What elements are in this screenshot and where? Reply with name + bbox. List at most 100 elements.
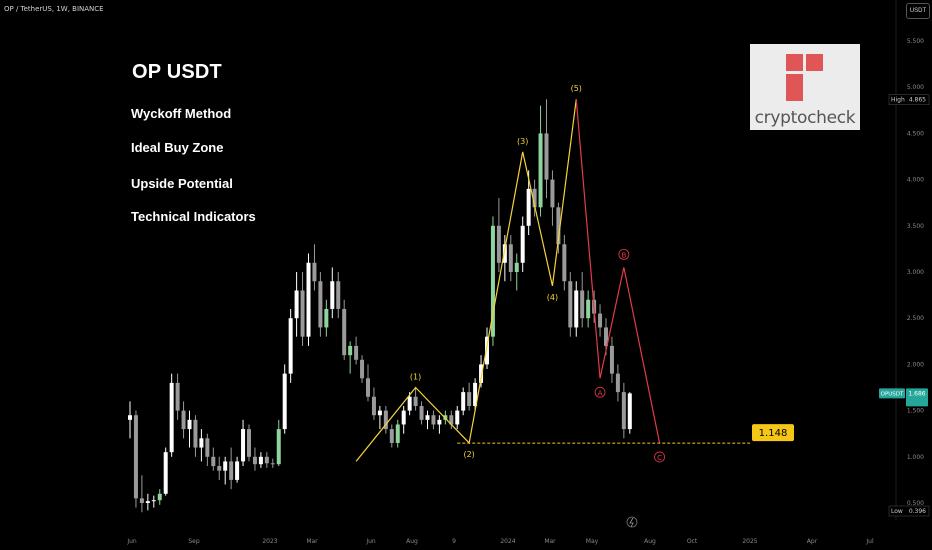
candle-body (139, 498, 144, 503)
candle-body (211, 456, 216, 467)
candle-body (455, 410, 460, 425)
candle-body (366, 378, 370, 397)
candle-body (336, 281, 341, 309)
candle-body (377, 410, 382, 416)
x-tick-label: Sep (188, 538, 200, 545)
candle-body (133, 415, 138, 499)
candle-body (485, 336, 489, 365)
high-tag-bg (888, 94, 930, 105)
candle-body (598, 313, 603, 328)
candle-body (574, 290, 579, 328)
correction-wave-marker (594, 386, 606, 398)
candle-body (354, 345, 359, 360)
candle-body (217, 466, 222, 471)
current-symbol-tag-bg (879, 388, 905, 399)
correction-wave-label: A (598, 389, 603, 397)
candle-body (514, 262, 519, 272)
x-tick-label: Apr (807, 538, 818, 545)
impulse-wave-label: (5) (571, 84, 582, 93)
impulse-wave-label: (4) (547, 293, 558, 302)
currency-tag[interactable]: USDT (906, 3, 930, 19)
support-level-tag-bg (752, 424, 794, 442)
candle-body (264, 456, 269, 464)
candle-body (538, 133, 543, 208)
candle-body (413, 396, 418, 406)
candle-body (151, 500, 156, 502)
correction-wave-label: B (621, 251, 626, 259)
correction-wave-label: C (657, 454, 662, 462)
candle-body (318, 281, 323, 328)
overlay-topic-indicators: Technical Indicators (131, 209, 256, 224)
candle-body (145, 501, 150, 503)
candle-body (532, 188, 537, 208)
candle-body (580, 290, 585, 319)
y-tick-label: 2.500 (907, 315, 924, 322)
candle-body (371, 396, 376, 416)
candle-body (199, 438, 204, 448)
cryptocheck-logo-mark (786, 54, 823, 101)
symbol-line[interactable]: OP / TetherUS, 1W, BINANCE (4, 5, 104, 13)
candle-body (604, 327, 608, 346)
y-tick-label: 2.000 (907, 361, 924, 368)
candle-body (229, 461, 234, 480)
y-tick-label: 0.500 (907, 500, 924, 507)
low-tag-value: 0.396 (909, 508, 926, 515)
candle-body (247, 429, 251, 457)
low-tag-label: Low (891, 508, 903, 515)
candle-body (294, 290, 299, 319)
candle-body (586, 299, 591, 319)
candle-body (508, 244, 513, 272)
candle-body (562, 244, 567, 282)
candle-body (544, 133, 549, 180)
x-tick-label: Mar (544, 538, 556, 545)
current-price-tag-value: 1.686 (908, 390, 925, 397)
candle-body (342, 308, 347, 356)
x-tick-label: Jun (365, 538, 376, 545)
candle-body (193, 419, 198, 448)
y-tick-label: 5.000 (907, 84, 924, 91)
candle-body (187, 419, 192, 430)
x-tick-label: 2025 (742, 538, 757, 545)
candle-body (496, 225, 501, 263)
x-tick-label: Jun (126, 538, 137, 545)
candle-body (490, 225, 495, 337)
candle-body (258, 456, 263, 465)
candle-body (449, 415, 454, 425)
candle-body (282, 373, 287, 430)
candle-body (181, 410, 186, 430)
candle-body (312, 262, 317, 282)
current-symbol-tag-label: OPUSDT (881, 391, 904, 397)
candle-body (395, 424, 400, 443)
candle-body (568, 281, 573, 328)
candle-body (300, 290, 305, 337)
x-tick-label: May (586, 538, 599, 545)
y-tick-label: 3.500 (907, 223, 924, 230)
candle-body (205, 438, 210, 457)
y-tick-label: 3.000 (907, 269, 924, 276)
overlay-title: OP USDT (132, 61, 222, 83)
candle-body (627, 393, 632, 430)
candle-body (461, 392, 466, 411)
overlay-topic-upside: Upside Potential (131, 176, 233, 191)
candle-body (175, 382, 180, 411)
candle-body (407, 396, 412, 411)
candle-body (431, 415, 436, 425)
candle-body (223, 461, 228, 471)
candle-body (306, 262, 311, 337)
impulse-wave-label: (3) (517, 137, 528, 146)
candle-body (526, 188, 531, 226)
candle-body (348, 345, 353, 356)
correction-wave-line (575, 99, 661, 444)
candle-body (241, 429, 246, 462)
y-tick-label: 4.500 (907, 130, 924, 137)
x-tick-label: 2023 (262, 538, 277, 545)
candle-body (502, 244, 507, 263)
x-tick-label: Mar (306, 538, 318, 545)
candle-body (163, 452, 168, 494)
candle-body (520, 225, 525, 263)
candle-body (169, 382, 174, 453)
current-price-tag-bg (906, 388, 928, 407)
x-tick-label: 2024 (500, 538, 515, 545)
high-tag-value: 4.865 (909, 97, 926, 104)
